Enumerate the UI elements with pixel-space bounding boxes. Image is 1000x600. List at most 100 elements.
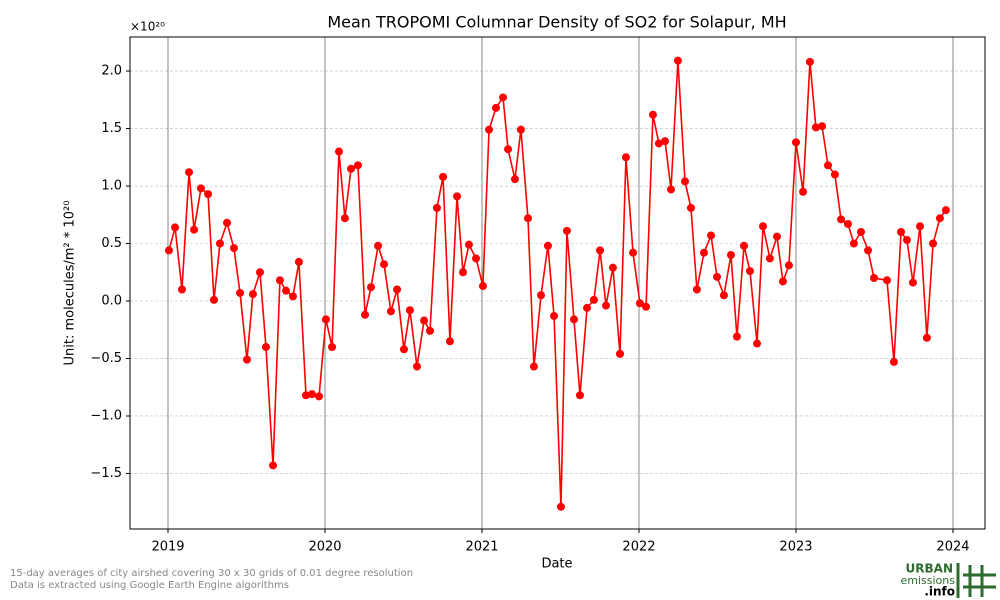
data-point (445, 337, 454, 346)
data-point (248, 290, 257, 299)
data-point (772, 232, 781, 241)
data-point (543, 241, 552, 250)
y-tick-label: −1.5 (90, 466, 122, 481)
data-point (635, 299, 644, 308)
data-point (190, 225, 199, 234)
data-point (941, 206, 950, 215)
data-point (510, 175, 519, 184)
data-point (334, 147, 343, 156)
y-tick-label: −0.5 (90, 351, 122, 366)
data-point (347, 164, 356, 173)
data-point (374, 241, 383, 250)
data-point (686, 203, 695, 212)
axis-offset: ×10²⁰ (130, 20, 165, 34)
data-point (366, 283, 375, 292)
x-tick-label: 2020 (308, 540, 341, 555)
data-point (883, 276, 892, 285)
data-point (464, 240, 473, 249)
data-point (453, 192, 462, 201)
data-point (732, 332, 741, 341)
data-point (361, 310, 370, 319)
data-point (673, 56, 682, 65)
data-point (196, 184, 205, 193)
data-point (922, 333, 931, 342)
logo-icon (956, 563, 996, 598)
data-point (680, 177, 689, 186)
logo: URBAN emissions .info (901, 562, 996, 599)
data-point (791, 138, 800, 147)
data-point (648, 110, 657, 119)
data-point (242, 355, 251, 364)
data-point (523, 214, 532, 223)
x-tick-label: 2019 (151, 540, 184, 555)
data-point (229, 244, 238, 253)
data-point (916, 222, 925, 231)
data-point (575, 391, 584, 400)
data-point (870, 273, 879, 282)
data-point (328, 342, 337, 351)
footnote: 15-day averages of city airshed covering… (10, 568, 413, 579)
data-point (843, 219, 852, 228)
logo-text: URBAN (906, 562, 953, 576)
data-point (177, 285, 186, 294)
data-point (458, 268, 467, 277)
x-tick-label: 2021 (465, 540, 498, 555)
data-point (935, 214, 944, 223)
data-point (504, 145, 513, 154)
data-point (799, 187, 808, 196)
data-point (692, 285, 701, 294)
chart-title: Mean TROPOMI Columnar Density of SO2 for… (327, 13, 786, 32)
data-point (491, 103, 500, 112)
data-point (784, 261, 793, 270)
data-point (321, 315, 330, 324)
data-point (426, 326, 435, 335)
data-point (864, 246, 873, 255)
data-point (269, 461, 278, 470)
data-point (315, 392, 324, 401)
data-point (740, 241, 749, 250)
data-point (380, 260, 389, 269)
data-point (209, 295, 218, 304)
data-point (353, 161, 362, 170)
data-point (908, 278, 917, 287)
data-point (745, 267, 754, 276)
data-point (294, 257, 303, 266)
data-point (550, 311, 559, 320)
data-point (236, 288, 245, 297)
y-tick-label: 1.0 (101, 179, 122, 194)
data-point (596, 246, 605, 255)
data-point (726, 251, 735, 260)
data-point (412, 362, 421, 371)
data-point (902, 236, 911, 245)
data-point (432, 203, 441, 212)
data-point (654, 139, 663, 148)
data-point (420, 316, 429, 325)
plot-frame (129, 36, 986, 530)
data-point (824, 161, 833, 170)
data-point (602, 301, 611, 310)
y-tick-label: 0.5 (101, 236, 122, 251)
data-point (393, 285, 402, 294)
data-point (478, 282, 487, 291)
data-point (589, 295, 598, 304)
data-point (529, 362, 538, 371)
data-point (811, 123, 820, 132)
data-point (405, 306, 414, 315)
data-point (204, 190, 213, 199)
data-point (556, 502, 565, 511)
data-point (171, 223, 180, 232)
x-axis-label: Date (541, 557, 572, 572)
data-point (642, 302, 651, 311)
data-point (889, 357, 898, 366)
data-point (562, 226, 571, 235)
data-point (621, 153, 630, 162)
data-point (485, 125, 494, 134)
data-point (399, 345, 408, 354)
data-point (215, 239, 224, 248)
data-point (583, 303, 592, 312)
data-point (569, 315, 578, 324)
data-point (288, 292, 297, 301)
data-point (765, 254, 774, 263)
